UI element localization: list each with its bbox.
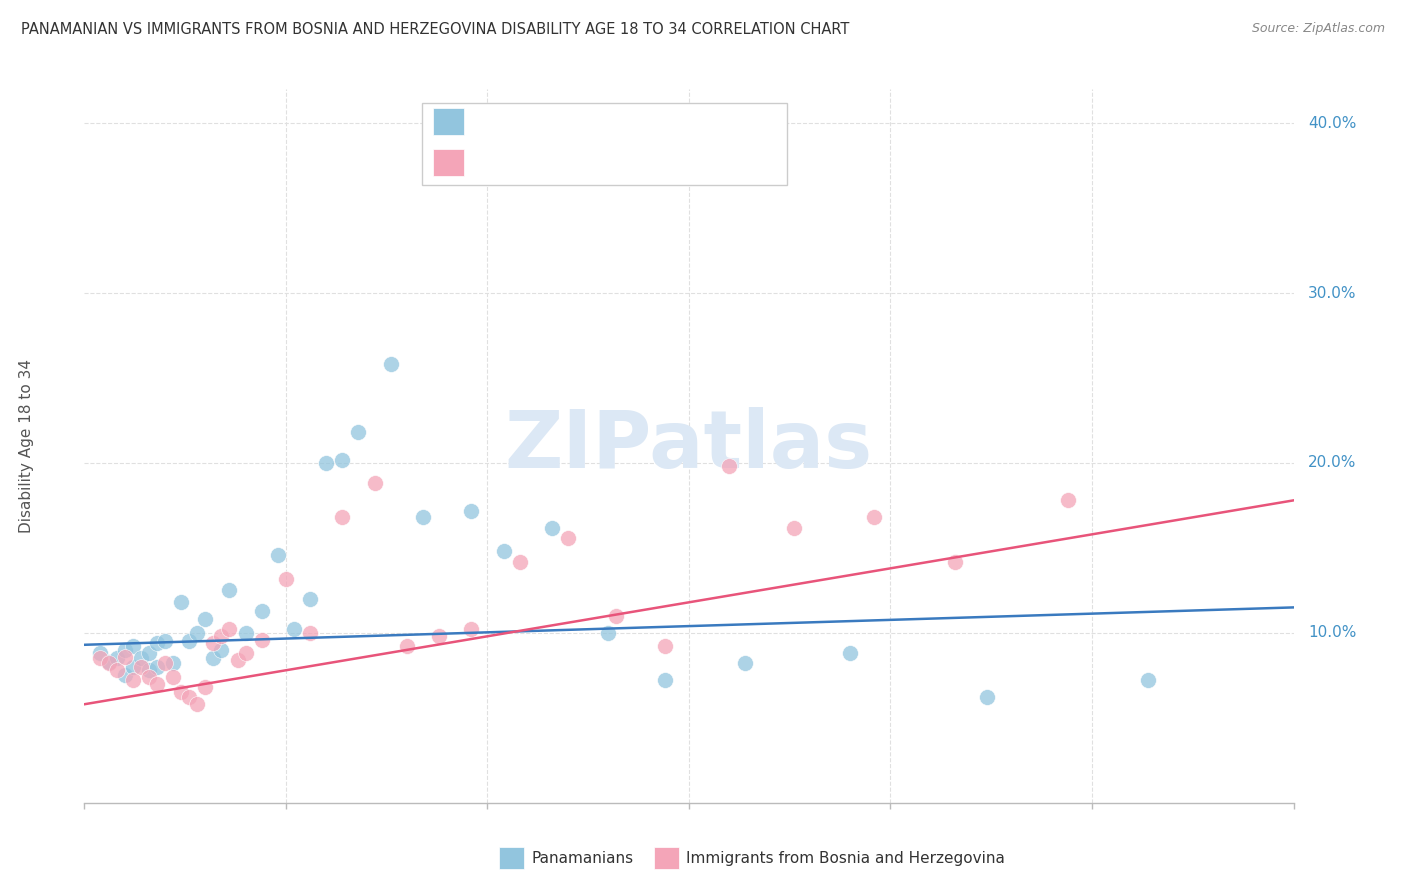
Point [734,657,756,671]
Text: PANAMANIAN VS IMMIGRANTS FROM BOSNIA AND HERZEGOVINA DISABILITY AGE 18 TO 34 COR: PANAMANIAN VS IMMIGRANTS FROM BOSNIA AND… [21,22,849,37]
Point [202,636,225,650]
Point [218,583,240,598]
Point [105,651,128,665]
Point [179,690,201,705]
Point [153,634,176,648]
Point [218,623,240,637]
Point [274,572,297,586]
Point [235,646,257,660]
Point [121,640,143,654]
Point [299,591,322,606]
Point [250,604,273,618]
Point [162,670,184,684]
Point [138,646,160,660]
Point [194,612,217,626]
Point [209,643,232,657]
Point [395,640,418,654]
Point [146,677,169,691]
Text: Panamanians: Panamanians [531,851,634,865]
Text: 40.0%: 40.0% [1308,116,1357,131]
Point [943,555,966,569]
Point [605,608,627,623]
Point [162,657,184,671]
Point [170,595,193,609]
Point [105,663,128,677]
Point [129,660,152,674]
Point [1056,493,1078,508]
Point [315,456,337,470]
Point [347,425,370,440]
Text: Source: ZipAtlas.com: Source: ZipAtlas.com [1251,22,1385,36]
Point [114,668,136,682]
Point [170,685,193,699]
Point [146,660,169,674]
Point [97,657,120,671]
Point [89,651,111,665]
Point [186,698,208,712]
Point [153,657,176,671]
Point [209,629,232,643]
Point [509,555,531,569]
Point [557,531,579,545]
Text: R =: R = [475,113,512,131]
Point [783,520,806,534]
Text: Immigrants from Bosnia and Herzegovina: Immigrants from Bosnia and Herzegovina [686,851,1005,865]
Point [97,655,120,669]
Text: N =: N = [571,154,619,172]
Point [330,452,353,467]
Point [114,649,136,664]
Text: R =: R = [475,154,512,172]
Point [654,673,676,688]
Text: N =: N = [571,113,619,131]
Point [235,626,257,640]
Point [138,663,160,677]
Point [89,646,111,660]
Text: 0.102: 0.102 [515,113,567,131]
Point [146,636,169,650]
Point [202,651,225,665]
Point [121,660,143,674]
Point [186,626,208,640]
Point [718,459,741,474]
Point [267,548,290,562]
Point [976,690,998,705]
Text: 36: 36 [623,154,645,172]
Point [138,670,160,684]
Point [363,476,385,491]
Point [114,643,136,657]
Point [226,653,249,667]
Text: 10.0%: 10.0% [1308,625,1357,640]
Text: 40: 40 [623,113,645,131]
Point [863,510,886,524]
Point [541,520,564,534]
Point [492,544,515,558]
Point [460,623,482,637]
Point [1137,673,1160,688]
Text: 30.0%: 30.0% [1308,285,1357,301]
Point [380,358,402,372]
Point [194,680,217,694]
Point [412,510,434,524]
Point [250,632,273,647]
Text: 0.509: 0.509 [515,154,567,172]
Point [654,640,676,654]
Point [179,634,201,648]
Point [121,673,143,688]
Point [330,510,353,524]
Text: Disability Age 18 to 34: Disability Age 18 to 34 [18,359,34,533]
Text: ZIPatlas: ZIPatlas [505,407,873,485]
Point [598,626,620,640]
Point [460,503,482,517]
Point [283,623,305,637]
Point [839,646,862,660]
Point [129,651,152,665]
Text: 20.0%: 20.0% [1308,456,1357,470]
Point [299,626,322,640]
Point [427,629,450,643]
